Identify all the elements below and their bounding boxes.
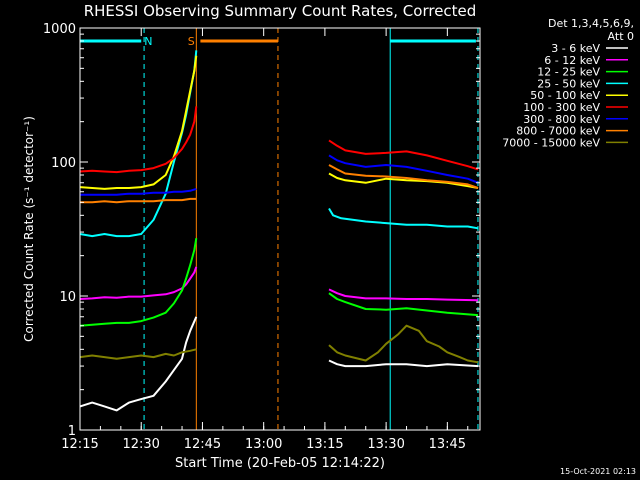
legend-label-8: 7000 - 15000 keV (502, 136, 600, 149)
series-line-0 (79, 316, 479, 412)
series-line-8 (79, 324, 479, 364)
x-tick-label-3: 13:00 (245, 437, 282, 452)
x-axis-label: Start Time (20-Feb-05 12:14:22) (175, 456, 385, 471)
chart-title: RHESSI Observing Summary Count Rates, Co… (84, 2, 477, 20)
x-tick-label-0: 12:15 (61, 437, 98, 452)
y-tick-label-2: 100 (51, 156, 76, 171)
x-axis: 12:15 12:30 12:45 13:00 13:15 13:30 13:45 (61, 28, 469, 452)
legend-label-0: 3 - 6 keV (551, 42, 600, 55)
series-line-7 (80, 164, 479, 204)
series-line-1 (79, 266, 479, 302)
y-axis-label: Corrected Count Rate (s⁻¹ detector⁻¹) (22, 116, 36, 342)
legend-label-3: 25 - 50 keV (537, 77, 600, 90)
series-line-4 (79, 55, 479, 190)
series-layer (79, 50, 479, 412)
legend-label-5: 100 - 300 keV (523, 101, 600, 114)
x-tick-label-1: 12:30 (122, 437, 159, 452)
legend-label-4: 50 - 100 keV (530, 89, 600, 102)
legend-header-line-1: Det 1,3,4,5,6,9, (548, 17, 634, 30)
footer-timestamp: 15-Oct-2021 02:13 (560, 467, 636, 476)
x-tick-label-5: 13:30 (367, 437, 404, 452)
series-line-5 (79, 106, 479, 174)
x-tick-label-2: 12:45 (184, 437, 221, 452)
legend-label-1: 6 - 12 keV (544, 54, 600, 67)
series-line-6 (80, 154, 479, 196)
series-line-2 (79, 238, 479, 327)
attenuator-label-2: S (188, 35, 195, 48)
legend-label-6: 300 - 800 keV (523, 113, 600, 126)
legend-label-2: 12 - 25 keV (537, 66, 600, 79)
legend-header-line-2: Att 0 (608, 30, 634, 43)
y-axis: 1 10 100 1000 (43, 22, 480, 439)
y-tick-label-0: 1 (68, 424, 76, 439)
plot-frame (79, 27, 481, 431)
x-tick-label-6: 13:45 (429, 437, 466, 452)
y-tick-label-3: 1000 (43, 22, 76, 37)
legend-label-7: 800 - 7000 keV (516, 125, 600, 138)
x-tick-label-4: 13:15 (306, 437, 343, 452)
attenuator-label-1: N (144, 35, 152, 48)
y-tick-label-1: 10 (59, 290, 76, 305)
